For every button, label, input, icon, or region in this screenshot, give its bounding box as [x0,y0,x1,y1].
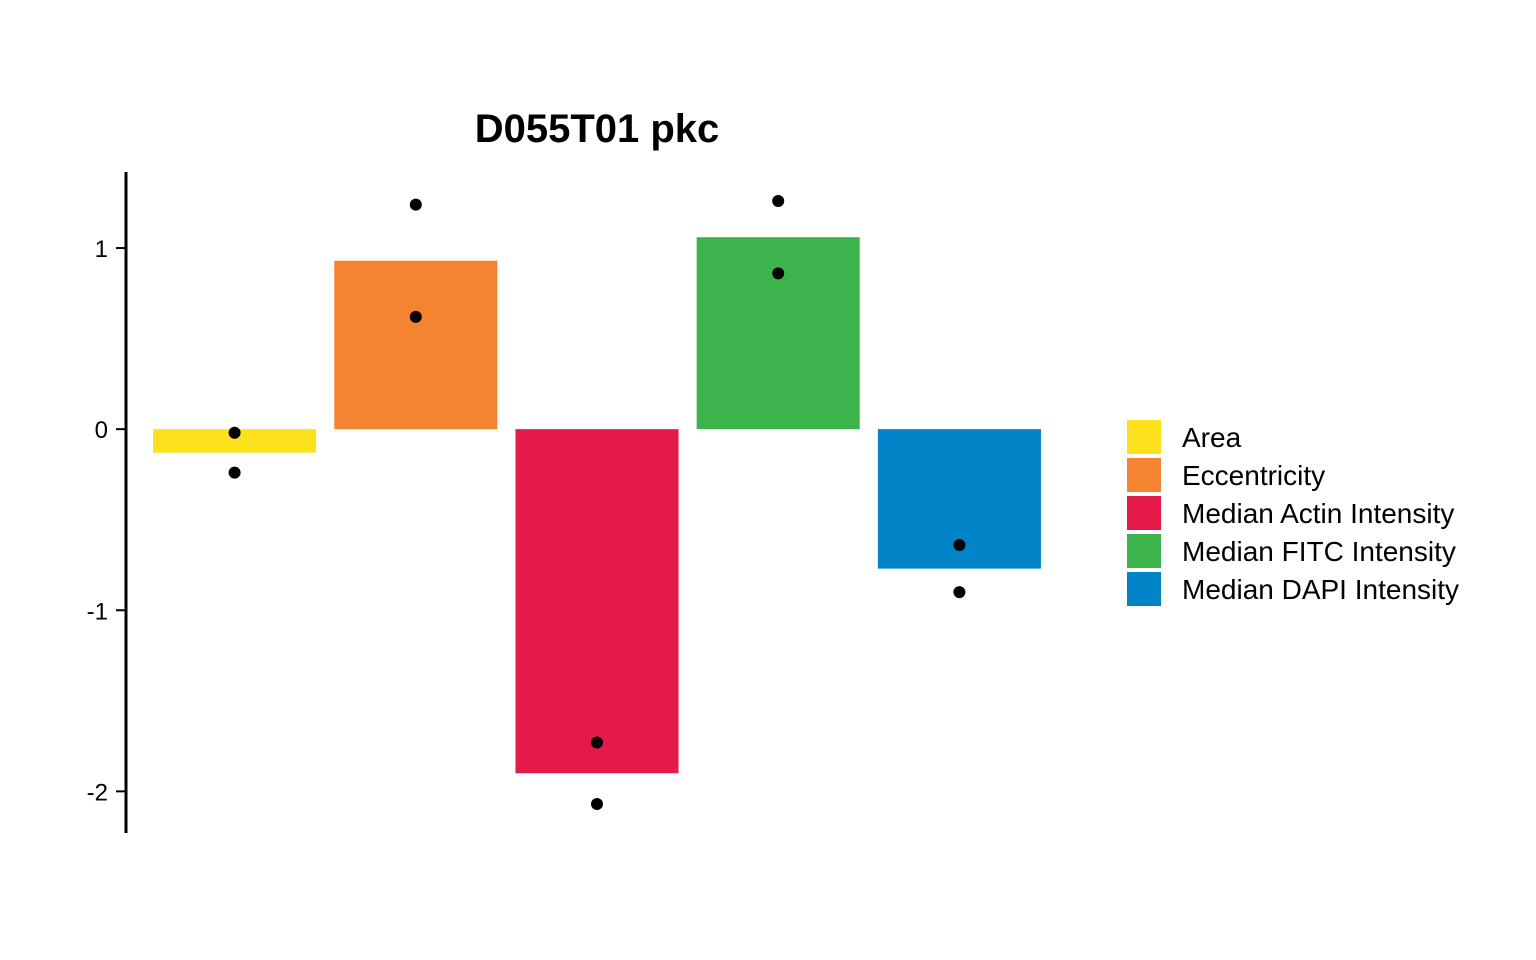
point-median-dapi-intensity-2 [953,586,966,599]
point-median-actin-intensity-1 [591,736,603,749]
legend-label-area: Area [1182,422,1242,453]
point-area-2 [228,466,241,479]
y-tick-label: -1 [87,598,108,625]
bar-eccentricity [334,260,498,430]
y-tick-label: 0 [95,417,108,444]
legend-label-median-actin-intensity: Median Actin Intensity [1182,498,1454,529]
bar-median-actin-intensity [515,429,679,774]
point-area-1 [228,426,241,439]
y-tick-label: -2 [87,779,108,806]
point-median-fitc-intensity-2 [772,267,785,280]
legend-swatch-median-fitc-intensity [1127,534,1161,568]
bars-layer [153,237,1041,774]
bar-median-fitc-intensity [696,237,860,430]
chart-title: D055T01 pkc [475,107,720,151]
point-median-dapi-intensity-1 [953,539,966,552]
legend-label-eccentricity: Eccentricity [1182,460,1325,491]
legend-swatch-eccentricity [1127,458,1161,492]
bar-area [153,429,317,453]
legend-swatch-area [1127,420,1161,454]
legend-swatch-median-dapi-intensity [1127,572,1161,606]
legend: Area Eccentricity Median Actin Intensity Me… [1127,420,1459,606]
points-layer [228,194,966,811]
legend-label-median-dapi-intensity: Median DAPI Intensity [1182,574,1459,605]
point-eccentricity-2 [409,310,422,323]
point-median-fitc-intensity-1 [772,194,785,207]
legend-swatch-median-actin-intensity [1127,496,1161,530]
y-tick-label: 1 [95,236,108,263]
point-median-actin-intensity-2 [591,798,603,811]
legend-label-median-fitc-intensity: Median FITC Intensity [1182,536,1456,567]
y-axis: 1 0 -1 -2 [87,172,128,833]
point-eccentricity-1 [409,198,422,211]
